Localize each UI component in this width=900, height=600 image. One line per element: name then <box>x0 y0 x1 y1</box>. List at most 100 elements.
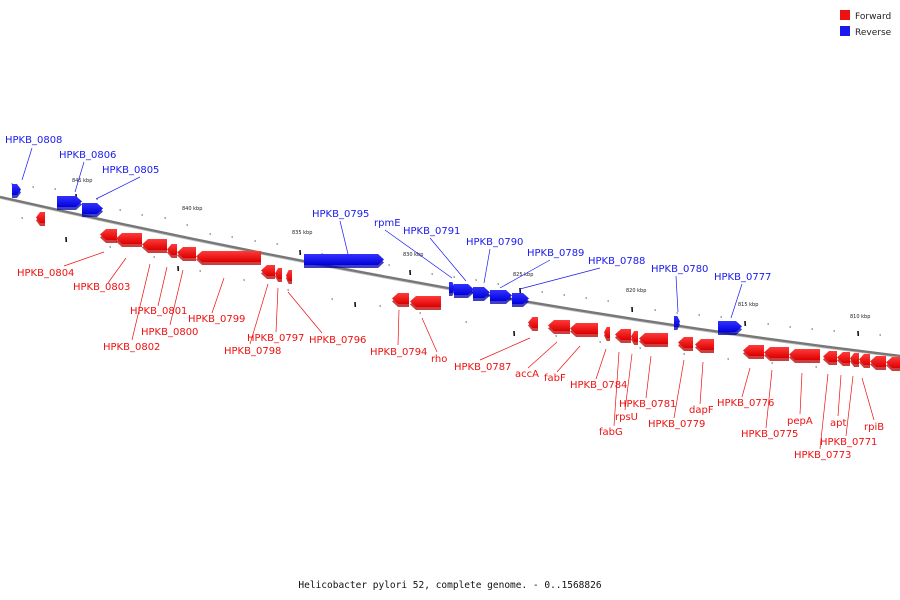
gene-apt-glyph <box>837 352 850 366</box>
label-hpkb-0781: HPKB_0781 <box>619 399 676 410</box>
gene-hpkb-0801-glyph <box>142 239 167 253</box>
leader-hpkb-0780 <box>675 275 679 313</box>
gene-hpkb-0771-glyph <box>850 353 859 367</box>
leader-hpkb-0801 <box>157 266 168 307</box>
gene-hpkb-0808-glyph <box>12 184 21 198</box>
label-rho: rho <box>431 354 447 365</box>
gene-fabf-glyph <box>570 323 598 337</box>
label-hpkb-0779: HPKB_0779 <box>648 419 705 430</box>
leader-hpkb-0795 <box>339 220 349 255</box>
gene-hpkb-0797b-glyph <box>275 268 282 282</box>
label-hpkb-0801: HPKB_0801 <box>130 306 187 317</box>
label-fabf: fabF <box>544 373 566 384</box>
leader-hpkb-0775 <box>765 369 773 429</box>
gene-hpkb-0802-glyph <box>116 233 142 247</box>
gene-hpkb-0773-glyph <box>823 351 837 365</box>
label-acca: accA <box>515 369 539 380</box>
gene-fabg-glyph <box>615 329 631 343</box>
label-hpkb-0790: HPKB_0790 <box>466 237 523 248</box>
gene-hpkb-0790-glyph <box>473 287 490 301</box>
scale-label-810-kbp: 810 kbp <box>850 314 870 320</box>
scale-label-830-kbp: 830 kbp <box>403 252 423 258</box>
gene-extra2-glyph <box>886 357 900 371</box>
scale-label-840-kbp: 840 kbp <box>182 206 202 212</box>
scale-label-820-kbp: 820 kbp <box>626 288 646 294</box>
gene-hpkb-0781-glyph <box>639 333 668 347</box>
leader-lines <box>21 147 875 450</box>
gene-rpsu-glyph <box>631 331 638 345</box>
label-hpkb-0800: HPKB_0800 <box>141 327 198 338</box>
label-hpkb-0775: HPKB_0775 <box>741 429 798 440</box>
leader-hpkb-0808 <box>21 147 33 181</box>
leader-hpkb-0794 <box>397 309 400 346</box>
label-hpkb-0804: HPKB_0804 <box>17 268 74 279</box>
leader-fabf <box>556 345 581 373</box>
leader-hpkb-0798 <box>249 283 269 345</box>
gene-hpkb-0776-glyph <box>743 345 764 359</box>
gene-rpib-glyph <box>859 354 870 368</box>
label-rpsu: rpsU <box>615 412 638 423</box>
leader-hpkb-0789 <box>499 259 551 289</box>
leader-pepa <box>799 372 803 415</box>
leader-hpkb-0776 <box>741 367 751 398</box>
leader-hpkb-0805 <box>95 176 141 200</box>
gene-hpkb-0794-glyph <box>392 293 409 307</box>
gene-hpkb-0798-glyph <box>196 251 261 265</box>
label-hpkb-0787: HPKB_0787 <box>454 362 511 373</box>
legend-reverse-swatch <box>840 26 850 36</box>
leader-hpkb-0803 <box>107 257 127 284</box>
gene-hpkb-0789-glyph <box>490 290 512 304</box>
label-hpkb-0776: HPKB_0776 <box>717 398 774 409</box>
gene-hpkb-0780-glyph <box>674 316 680 330</box>
label-hpkb-0791: HPKB_0791 <box>403 226 460 237</box>
gene-extra1-glyph <box>870 356 886 370</box>
gene-labels: HPKB_0808 HPKB_0806 HPKB_0805 HPKB_0795 rpmE… <box>5 135 884 461</box>
leader-rpsu <box>624 353 633 411</box>
leader-rho <box>421 317 438 353</box>
label-pepa: pepA <box>787 416 813 427</box>
gene-hpkb-0787-glyph <box>528 317 538 331</box>
leader-hpkb-0797 <box>275 287 279 333</box>
label-apt: apt <box>830 418 846 429</box>
label-hpkb-0777: HPKB_0777 <box>714 272 771 283</box>
label-hpkb-0808: HPKB_0808 <box>5 135 62 146</box>
leader-hpkb-0781 <box>645 355 652 399</box>
gene-hpkb-0804-glyph <box>36 212 45 226</box>
gene-hpkb-0779-glyph <box>678 337 693 351</box>
label-hpkb-0803: HPKB_0803 <box>73 282 130 293</box>
label-hpkb-0788: HPKB_0788 <box>588 256 645 267</box>
gene-rpme-glyph <box>449 282 455 296</box>
gene-hpkb-0795-glyph <box>304 254 384 268</box>
label-rpme: rpmE <box>374 218 401 229</box>
gene-acca-glyph <box>548 320 570 334</box>
leader-hpkb-0806 <box>74 161 85 193</box>
gene-dapf-glyph <box>695 339 714 353</box>
label-hpkb-0797: HPKB_0797 <box>247 333 304 344</box>
label-hpkb-0784: HPKB_0784 <box>570 380 627 391</box>
gene-hpkb-0791-glyph <box>454 284 474 298</box>
leader-hpkb-0773 <box>819 373 829 450</box>
legend-reverse-label: Reverse <box>855 28 892 38</box>
gene-hpkb-0777-glyph <box>718 321 742 335</box>
leader-rpme <box>384 229 453 279</box>
scale-label-815-kbp: 815 kbp <box>738 302 758 308</box>
gene-glyphs <box>12 184 900 371</box>
legend-forward-swatch <box>840 10 850 20</box>
label-fabg: fabG <box>599 427 623 438</box>
gene-hpkb-0796-glyph <box>286 270 292 284</box>
leader-hpkb-0790 <box>483 248 491 284</box>
label-hpkb-0771: HPKB_0771 <box>820 437 877 448</box>
leader-hpkb-0779 <box>673 359 685 419</box>
label-dapf: dapF <box>689 405 714 416</box>
gene-hpkb-0805-glyph <box>82 203 103 217</box>
scale-label-845-kbp: 845 kbp <box>72 178 92 184</box>
legend: Forward Reverse <box>840 10 892 38</box>
leader-hpkb-0787 <box>479 337 531 361</box>
label-hpkb-0806: HPKB_0806 <box>59 150 116 161</box>
label-hpkb-0796: HPKB_0796 <box>309 335 366 346</box>
label-hpkb-0799: HPKB_0799 <box>188 314 245 325</box>
leader-hpkb-0804 <box>63 251 105 267</box>
leader-dapf <box>699 361 704 405</box>
leader-hpkb-0791 <box>429 237 467 282</box>
